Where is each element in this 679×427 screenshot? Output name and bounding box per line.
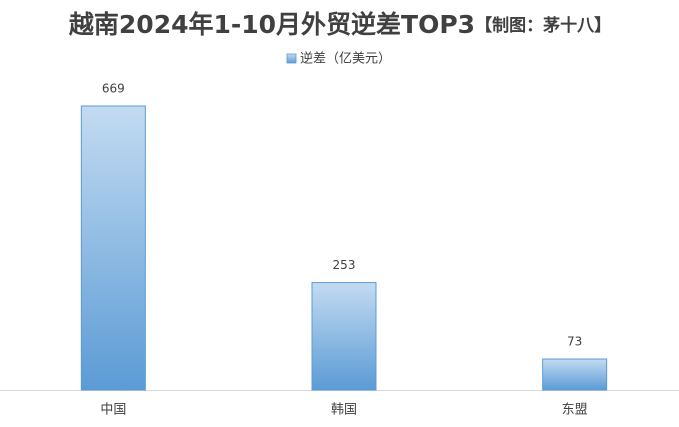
x-tick-label: 中国 bbox=[100, 403, 126, 418]
chart-title-group: 越南2024年1-10月外贸逆差TOP3【制图：茅十八】 bbox=[69, 10, 611, 39]
bar bbox=[542, 358, 608, 391]
legend-label: 逆差（亿美元） bbox=[300, 51, 391, 67]
chart-title: 越南2024年1-10月外贸逆差TOP3 bbox=[69, 10, 475, 39]
data-label: 73 bbox=[567, 335, 582, 349]
chart-subtitle: 【制图：茅十八】 bbox=[475, 15, 611, 36]
bar bbox=[80, 105, 146, 391]
data-label: 669 bbox=[102, 82, 125, 96]
x-tick-label: 东盟 bbox=[562, 403, 588, 418]
x-tick-label: 韩国 bbox=[331, 403, 357, 418]
bar bbox=[311, 282, 377, 391]
data-label: 253 bbox=[333, 258, 356, 272]
legend-swatch bbox=[286, 53, 297, 64]
